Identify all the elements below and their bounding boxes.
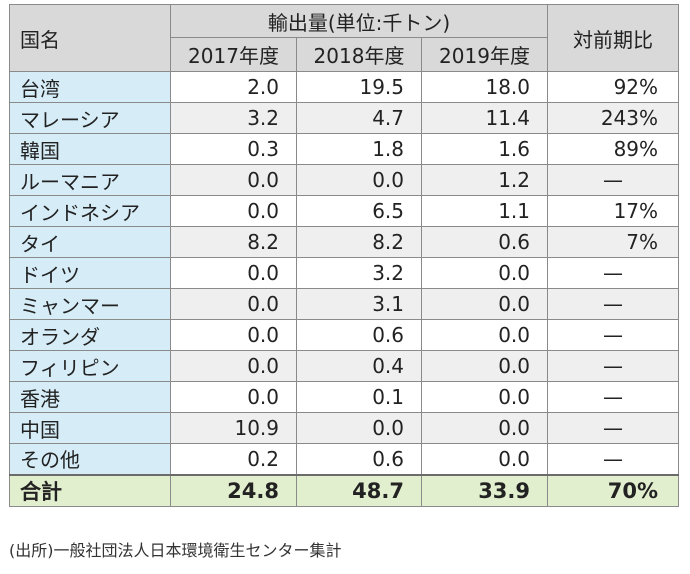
- table-row: ミャンマー 0.0 3.1 0.0—: [9, 288, 680, 320]
- value-2019-cell: 0.0: [420, 288, 549, 320]
- ratio-cell: 7%: [547, 226, 680, 258]
- country-cell: オランダ: [9, 319, 171, 351]
- value-2019-cell: 0.0: [420, 381, 549, 413]
- value-2017-cell: 0.2: [170, 443, 297, 475]
- table-row: 韓国 0.3 1.8 1.6 89%: [9, 133, 680, 165]
- value-2018-cell: 0.1: [296, 381, 422, 413]
- country-cell: 香港: [9, 381, 171, 413]
- ratio-cell: —: [547, 381, 680, 413]
- value-2017-cell: 8.2: [170, 226, 297, 258]
- total-2017: 24.8: [170, 473, 297, 507]
- total-label: 合計: [9, 473, 171, 507]
- total-row: 合計 24.8 48.7 33.9 70%: [9, 473, 680, 507]
- country-cell: その他: [9, 443, 171, 475]
- table-row: タイ 8.2 8.2 0.6 7%: [9, 226, 680, 258]
- country-column-header: 国名: [9, 4, 171, 72]
- value-2018-cell: 0.6: [296, 319, 422, 351]
- ratio-cell: —: [547, 288, 680, 320]
- value-2017-cell: 0.0: [170, 257, 297, 289]
- country-cell: 中国: [9, 412, 171, 444]
- ratio-cell: 89%: [547, 133, 680, 165]
- ratio-cell: 92%: [547, 71, 680, 103]
- value-2019-cell: 1.2: [420, 164, 549, 196]
- table-row: 台湾 2.0 19.5 18.0 92%: [9, 71, 680, 103]
- year-2017-header: 2017年度: [170, 37, 297, 72]
- total-2019: 33.9: [420, 473, 549, 507]
- export-table-container: 国名 輸出量(単位:千トン) 対前期比 2017年度 2018年度 2019年度…: [9, 4, 680, 507]
- ratio-cell: —: [547, 319, 680, 351]
- table-row: 香港 0.0 0.1 0.0—: [9, 381, 680, 413]
- value-2019-cell: 1.6: [420, 133, 549, 165]
- value-2017-cell: 2.0: [170, 71, 297, 103]
- ratio-cell: —: [547, 412, 680, 444]
- country-cell: ドイツ: [9, 257, 171, 289]
- value-2018-cell: 6.5: [296, 195, 422, 227]
- ratio-column-header: 対前期比: [547, 4, 680, 72]
- value-2017-cell: 0.0: [170, 195, 297, 227]
- table-row: 中国 10.9 0.0 0.0—: [9, 412, 680, 444]
- ratio-cell: —: [547, 164, 680, 196]
- export-volume-group-header: 輸出量(単位:千トン): [169, 4, 549, 38]
- year-2018-header: 2018年度: [296, 37, 422, 72]
- country-cell: 台湾: [9, 71, 171, 103]
- value-2017-cell: 0.0: [170, 319, 297, 351]
- table-footer: 合計 24.8 48.7 33.9 70%: [9, 473, 680, 507]
- value-2019-cell: 0.0: [420, 257, 549, 289]
- ratio-cell: 17%: [547, 195, 680, 227]
- ratio-cell: —: [547, 350, 680, 382]
- value-2018-cell: 0.0: [296, 412, 422, 444]
- value-2019-cell: 0.0: [420, 443, 549, 475]
- value-2018-cell: 0.6: [296, 443, 422, 475]
- value-2019-cell: 0.0: [420, 412, 549, 444]
- table-row: ドイツ 0.0 3.2 0.0—: [9, 257, 680, 289]
- table-row: その他 0.2 0.6 0.0—: [9, 443, 680, 475]
- value-2017-cell: 0.0: [170, 288, 297, 320]
- table-row: ルーマニア 0.0 0.0 1.2—: [9, 164, 680, 196]
- value-2017-cell: 3.2: [170, 102, 297, 134]
- value-2019-cell: 1.1: [420, 195, 549, 227]
- value-2019-cell: 0.0: [420, 319, 549, 351]
- ratio-cell: —: [547, 443, 680, 475]
- value-2018-cell: 0.4: [296, 350, 422, 382]
- value-2019-cell: 18.0: [420, 71, 549, 103]
- value-2019-cell: 0.6: [420, 226, 549, 258]
- value-2018-cell: 19.5: [296, 71, 422, 103]
- value-2019-cell: 11.4: [420, 102, 549, 134]
- total-2018: 48.7: [296, 473, 422, 507]
- table-row: インドネシア 0.0 6.5 1.1 17%: [9, 195, 680, 227]
- value-2017-cell: 0.0: [170, 350, 297, 382]
- value-2018-cell: 4.7: [296, 102, 422, 134]
- export-volume-table: 国名 輸出量(単位:千トン) 対前期比 2017年度 2018年度 2019年度…: [9, 4, 680, 507]
- value-2018-cell: 3.1: [296, 288, 422, 320]
- total-ratio: 70%: [547, 473, 680, 507]
- value-2017-cell: 10.9: [170, 412, 297, 444]
- country-cell: 韓国: [9, 133, 171, 165]
- value-2018-cell: 8.2: [296, 226, 422, 258]
- ratio-cell: 243%: [547, 102, 680, 134]
- source-note: (出所)一般社団法人日本環境衛生センター集計: [9, 541, 342, 560]
- table-row: フィリピン 0.0 0.4 0.0—: [9, 350, 680, 382]
- table-body: 台湾 2.0 19.5 18.0 92% マレーシア 3.2 4.7 11.4 243% 韓国 0.3…: [9, 71, 680, 475]
- year-2019-header: 2019年度: [420, 37, 549, 72]
- country-cell: マレーシア: [9, 102, 171, 134]
- table-row: オランダ 0.0 0.6 0.0—: [9, 319, 680, 351]
- value-2017-cell: 0.0: [170, 164, 297, 196]
- country-cell: ルーマニア: [9, 164, 171, 196]
- country-cell: フィリピン: [9, 350, 171, 382]
- value-2018-cell: 0.0: [296, 164, 422, 196]
- value-2019-cell: 0.0: [420, 350, 549, 382]
- value-2017-cell: 0.3: [170, 133, 297, 165]
- country-cell: インドネシア: [9, 195, 171, 227]
- table-header: 国名 輸出量(単位:千トン) 対前期比 2017年度 2018年度 2019年度: [9, 4, 680, 72]
- country-cell: ミャンマー: [9, 288, 171, 320]
- ratio-cell: —: [547, 257, 680, 289]
- value-2018-cell: 3.2: [296, 257, 422, 289]
- country-cell: タイ: [9, 226, 171, 258]
- table-row: マレーシア 3.2 4.7 11.4 243%: [9, 102, 680, 134]
- value-2017-cell: 0.0: [170, 381, 297, 413]
- value-2018-cell: 1.8: [296, 133, 422, 165]
